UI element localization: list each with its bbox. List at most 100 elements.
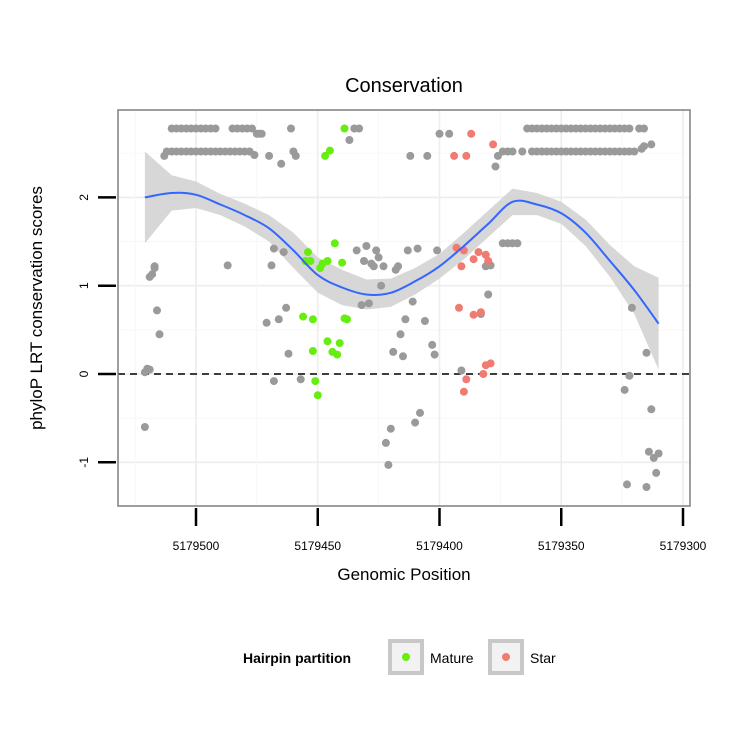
data-point-mature <box>333 350 342 359</box>
data-point-other <box>408 297 417 306</box>
data-point-other <box>457 366 466 375</box>
data-point-other <box>644 447 653 456</box>
data-point-other <box>484 290 493 299</box>
data-point-other <box>428 340 437 349</box>
data-point-mature <box>335 339 344 348</box>
data-point-other <box>406 151 415 160</box>
confidence-band <box>144 151 659 370</box>
data-point-other <box>140 423 149 431</box>
data-point-mature <box>308 347 317 355</box>
data-point-other <box>145 365 154 374</box>
data-point-other <box>287 124 295 133</box>
data-point-other <box>277 159 286 168</box>
data-point-other <box>345 136 354 144</box>
chart-title: Conservation <box>345 75 463 97</box>
data-point-other <box>518 147 527 156</box>
data-point-mature <box>325 146 334 155</box>
legend-title: Hairpin partition <box>243 650 351 666</box>
data-point-other <box>640 142 648 151</box>
data-point-other <box>435 129 444 138</box>
data-point-other <box>513 239 522 248</box>
data-point-star <box>462 151 471 160</box>
data-point-other <box>150 262 159 271</box>
data-point-other <box>284 349 293 358</box>
data-point-star <box>450 151 459 160</box>
data-point-other <box>374 253 383 262</box>
data-point-other <box>627 303 636 312</box>
data-point-other <box>625 371 634 380</box>
data-point-other <box>360 257 368 265</box>
data-point-star <box>462 375 471 384</box>
data-point-mature <box>321 151 330 160</box>
data-point-other <box>364 299 373 308</box>
smooth-curve <box>144 191 660 325</box>
x-axis-title: Genomic Position <box>337 565 470 584</box>
data-point-other <box>403 246 412 255</box>
y-tick-label: -1 <box>77 457 91 468</box>
x-tick-label: 5179350 <box>538 539 585 553</box>
data-point-other <box>372 246 381 255</box>
data-point-other <box>250 151 259 159</box>
data-point-other <box>265 151 274 160</box>
data-point-other <box>211 124 220 133</box>
data-point-other <box>269 377 278 386</box>
data-point-other <box>291 151 300 160</box>
y-axis-title: phyloP LRT conservation scores <box>27 186 46 430</box>
legend-item-mature: Mature <box>388 639 474 675</box>
data-point-mature <box>304 248 312 257</box>
data-point-mature <box>311 377 320 386</box>
smooth-curve-layer <box>144 191 660 325</box>
legend: Hairpin partition Mature Star <box>243 639 556 675</box>
data-point-other <box>262 318 271 327</box>
x-tick-label: 5179400 <box>416 539 463 553</box>
data-point-other <box>396 330 405 339</box>
axis-ticks: -1 0 1 2 5179500 5179450 5179400 5179350 5179300 <box>77 194 707 553</box>
data-point-other <box>386 424 395 433</box>
data-point-other <box>248 124 256 133</box>
data-point-star <box>455 303 463 312</box>
data-point-star <box>484 257 493 265</box>
data-point-other <box>642 348 651 357</box>
data-point-other <box>401 315 410 324</box>
data-point-mature <box>299 312 308 321</box>
legend-item-star: Star <box>488 639 556 675</box>
data-point-other <box>282 303 291 312</box>
x-tick-label: 5179450 <box>294 539 341 553</box>
data-point-other <box>654 449 663 458</box>
data-point-other <box>148 270 157 279</box>
data-point-mature <box>338 258 347 267</box>
data-point-other <box>357 301 366 310</box>
data-point-mature <box>330 239 339 248</box>
data-points <box>140 124 663 491</box>
data-point-star <box>467 129 476 138</box>
data-point-other <box>625 124 634 133</box>
grid-lines <box>118 110 690 507</box>
data-point-other <box>430 350 439 359</box>
data-point-other <box>257 129 266 138</box>
legend-key-star <box>488 639 524 675</box>
data-point-other <box>279 248 288 257</box>
data-point-mature <box>306 257 315 265</box>
data-point-other <box>413 244 422 253</box>
data-point-other <box>381 438 390 447</box>
data-point-other <box>620 385 629 394</box>
data-point-star <box>481 250 490 259</box>
data-point-other <box>394 262 403 271</box>
y-tick-label: 2 <box>77 194 91 201</box>
data-point-other <box>153 306 161 315</box>
data-point-mature <box>308 315 317 324</box>
data-point-other <box>630 147 639 156</box>
data-point-other <box>355 124 364 133</box>
plot-border <box>117 109 691 507</box>
data-point-mature <box>323 337 332 346</box>
data-point-other <box>296 375 305 384</box>
y-tick-label: 1 <box>77 282 91 289</box>
data-point-other <box>379 262 388 271</box>
data-point-other <box>369 262 378 271</box>
data-point-star <box>479 370 488 378</box>
data-point-star <box>474 248 483 257</box>
data-point-other <box>352 246 361 255</box>
data-point-other <box>362 242 371 250</box>
data-point-mature <box>323 257 332 265</box>
